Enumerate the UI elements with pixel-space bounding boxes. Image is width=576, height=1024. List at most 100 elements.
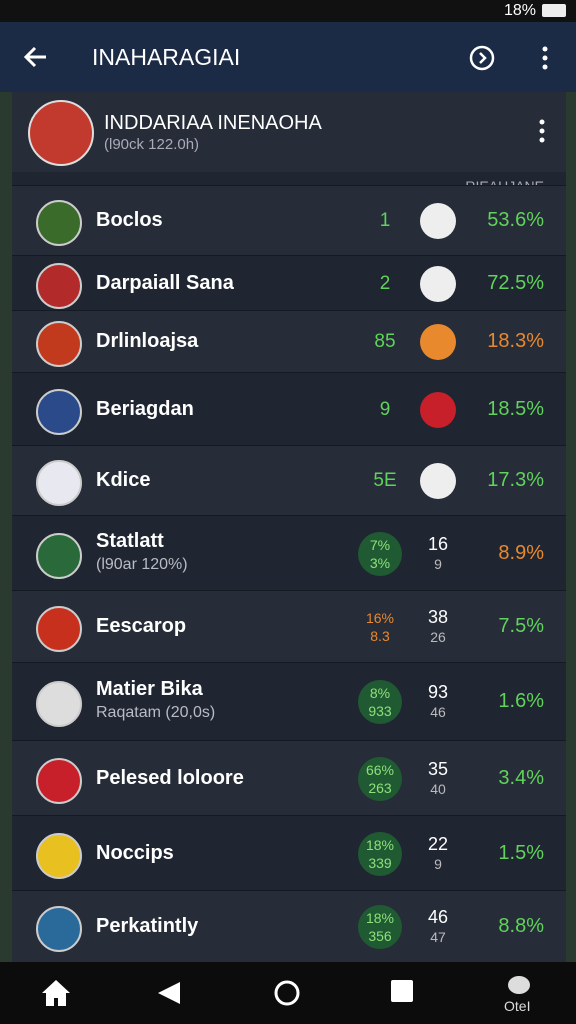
- team-logo: [36, 532, 82, 579]
- app-bar: INAHARAGIAI: [0, 22, 576, 92]
- stat-bottom: 47: [430, 929, 446, 945]
- row-percent: 1.6%: [498, 690, 544, 712]
- row-name: Noccips: [96, 841, 174, 864]
- row-name: Matier Bika: [96, 678, 203, 700]
- team-logo: [36, 681, 82, 727]
- team-logo: [36, 321, 82, 367]
- row-name: Perkatintly: [96, 915, 199, 937]
- list-row[interactable]: Statlatt (l90ar 120%) 7% 3% 16 9 8.9%: [12, 515, 566, 591]
- profile-icon[interactable]: [508, 976, 530, 994]
- row-name: Darpaiall Sana: [96, 271, 234, 294]
- list-row[interactable]: Eescarop 16% 8.3 38 26 7.5%: [12, 590, 566, 663]
- list-row[interactable]: Noccips 18% 339 22 9 1.5%: [12, 815, 566, 891]
- badge-bottom: 339: [368, 854, 392, 871]
- stat-bottom: 26: [430, 629, 446, 645]
- opponent-logo: [420, 463, 456, 499]
- stat-top: 22: [427, 833, 449, 854]
- team-logo: [36, 606, 82, 652]
- back-button[interactable]: [22, 44, 48, 70]
- recents-nav[interactable]: [391, 980, 413, 1002]
- badge-top: 18%: [365, 836, 395, 853]
- badge-top: 16%: [365, 610, 395, 626]
- badge-bottom: 263: [368, 779, 392, 796]
- list-row[interactable]: Perkatintly 18% 356 46 47 8.8%: [12, 890, 566, 963]
- app-title: INAHARAGIAI: [92, 44, 241, 70]
- header-subtitle: (l90ck 122.0h): [104, 136, 200, 153]
- row-percent: 3.4%: [498, 766, 544, 789]
- opponent-logo: [420, 324, 456, 360]
- row-percent: 1.5%: [498, 841, 544, 864]
- profile-label: OteI: [504, 998, 531, 1014]
- home-button[interactable]: [40, 978, 72, 1008]
- team-logo: [36, 906, 82, 952]
- row-percent: 18.3%: [487, 330, 544, 352]
- list-row[interactable]: Beriagdan 9 18.5%: [12, 372, 566, 446]
- row-rank: 1: [379, 210, 391, 231]
- opponent-logo: [420, 265, 456, 302]
- team-logo: [36, 200, 82, 246]
- stat-bottom: 9: [434, 855, 442, 872]
- team-logo: [36, 262, 82, 309]
- badge-bottom: 933: [368, 703, 392, 719]
- list-row[interactable]: Darpaiall Sana 2 72.5%: [12, 255, 566, 311]
- row-rank: 9: [379, 398, 391, 420]
- list-row[interactable]: Drlinloajsa 85 18.3%: [12, 310, 566, 373]
- row-rank: 5E: [373, 470, 397, 491]
- row-rank: 2: [379, 272, 391, 294]
- row-percent: 7.5%: [498, 615, 544, 637]
- badge-bottom: 3%: [369, 554, 391, 571]
- team-logo: [36, 832, 82, 879]
- row-percent: 18.5%: [487, 397, 544, 420]
- stat-badge: [358, 531, 402, 576]
- badge-top: 66%: [365, 761, 395, 778]
- header-title: INDDARIAA INENAOHA: [104, 112, 322, 134]
- row-name: Eescarop: [96, 615, 187, 637]
- battery-text: 18%: [503, 2, 536, 19]
- home-nav[interactable]: [272, 978, 302, 1008]
- row-subtitle: Raqatam (20,0s): [96, 704, 216, 721]
- row-percent: 8.9%: [498, 541, 544, 564]
- back-nav[interactable]: [156, 980, 182, 1006]
- stat-badge: [358, 680, 402, 724]
- row-name: Drlinloajsa: [96, 330, 199, 352]
- bottom-nav: OteI: [0, 962, 576, 1024]
- row-name: Kdice: [96, 469, 151, 491]
- action-button[interactable]: [468, 44, 496, 72]
- list-row[interactable]: Pelesed loloore 66% 263 35 40 3.4%: [12, 740, 566, 816]
- header-menu[interactable]: [532, 118, 552, 146]
- row-name: Beriagdan: [96, 397, 194, 420]
- badge-top: 18%: [365, 910, 395, 926]
- stat-badge: [358, 756, 402, 801]
- avatar: [28, 100, 94, 166]
- team-logo: [36, 388, 82, 435]
- menu-button[interactable]: [535, 44, 555, 72]
- list-row[interactable]: Matier Bika Raqatam (20,0s) 8% 933 93 46 1.6%: [12, 662, 566, 741]
- badge-top: 7%: [369, 536, 391, 553]
- stat-top: 93: [427, 682, 449, 702]
- stat-badge: [358, 905, 402, 949]
- badge-bottom: 356: [368, 928, 392, 944]
- row-rank: 85: [374, 331, 396, 352]
- stat-top: 38: [427, 607, 449, 627]
- stat-badge: [358, 831, 402, 876]
- team-logo: [36, 757, 82, 804]
- stat-top: 16: [427, 533, 449, 554]
- row-percent: 72.5%: [487, 271, 544, 294]
- stat-top: 35: [427, 758, 449, 779]
- header-card: INDDARIAA INENAOHA (l90ck 122.0h): [12, 92, 566, 172]
- list-row[interactable]: Kdice 5E 17.3%: [12, 445, 566, 516]
- battery-icon: [542, 4, 566, 17]
- row-name: Statlatt: [96, 529, 164, 552]
- stat-top: 46: [427, 907, 449, 927]
- row-percent: 53.6%: [487, 209, 544, 231]
- opponent-logo: [420, 391, 456, 428]
- stat-bottom: 40: [430, 780, 446, 797]
- status-bar: 18%: [0, 0, 576, 22]
- badge-top: 8%: [369, 685, 391, 701]
- stat-bottom: 9: [434, 555, 442, 572]
- list-row[interactable]: Boclos 1 53.6%: [12, 185, 566, 256]
- stat-bottom: 46: [430, 704, 446, 720]
- row-percent: 17.3%: [487, 469, 544, 491]
- badge-bottom: 8.3: [370, 628, 390, 644]
